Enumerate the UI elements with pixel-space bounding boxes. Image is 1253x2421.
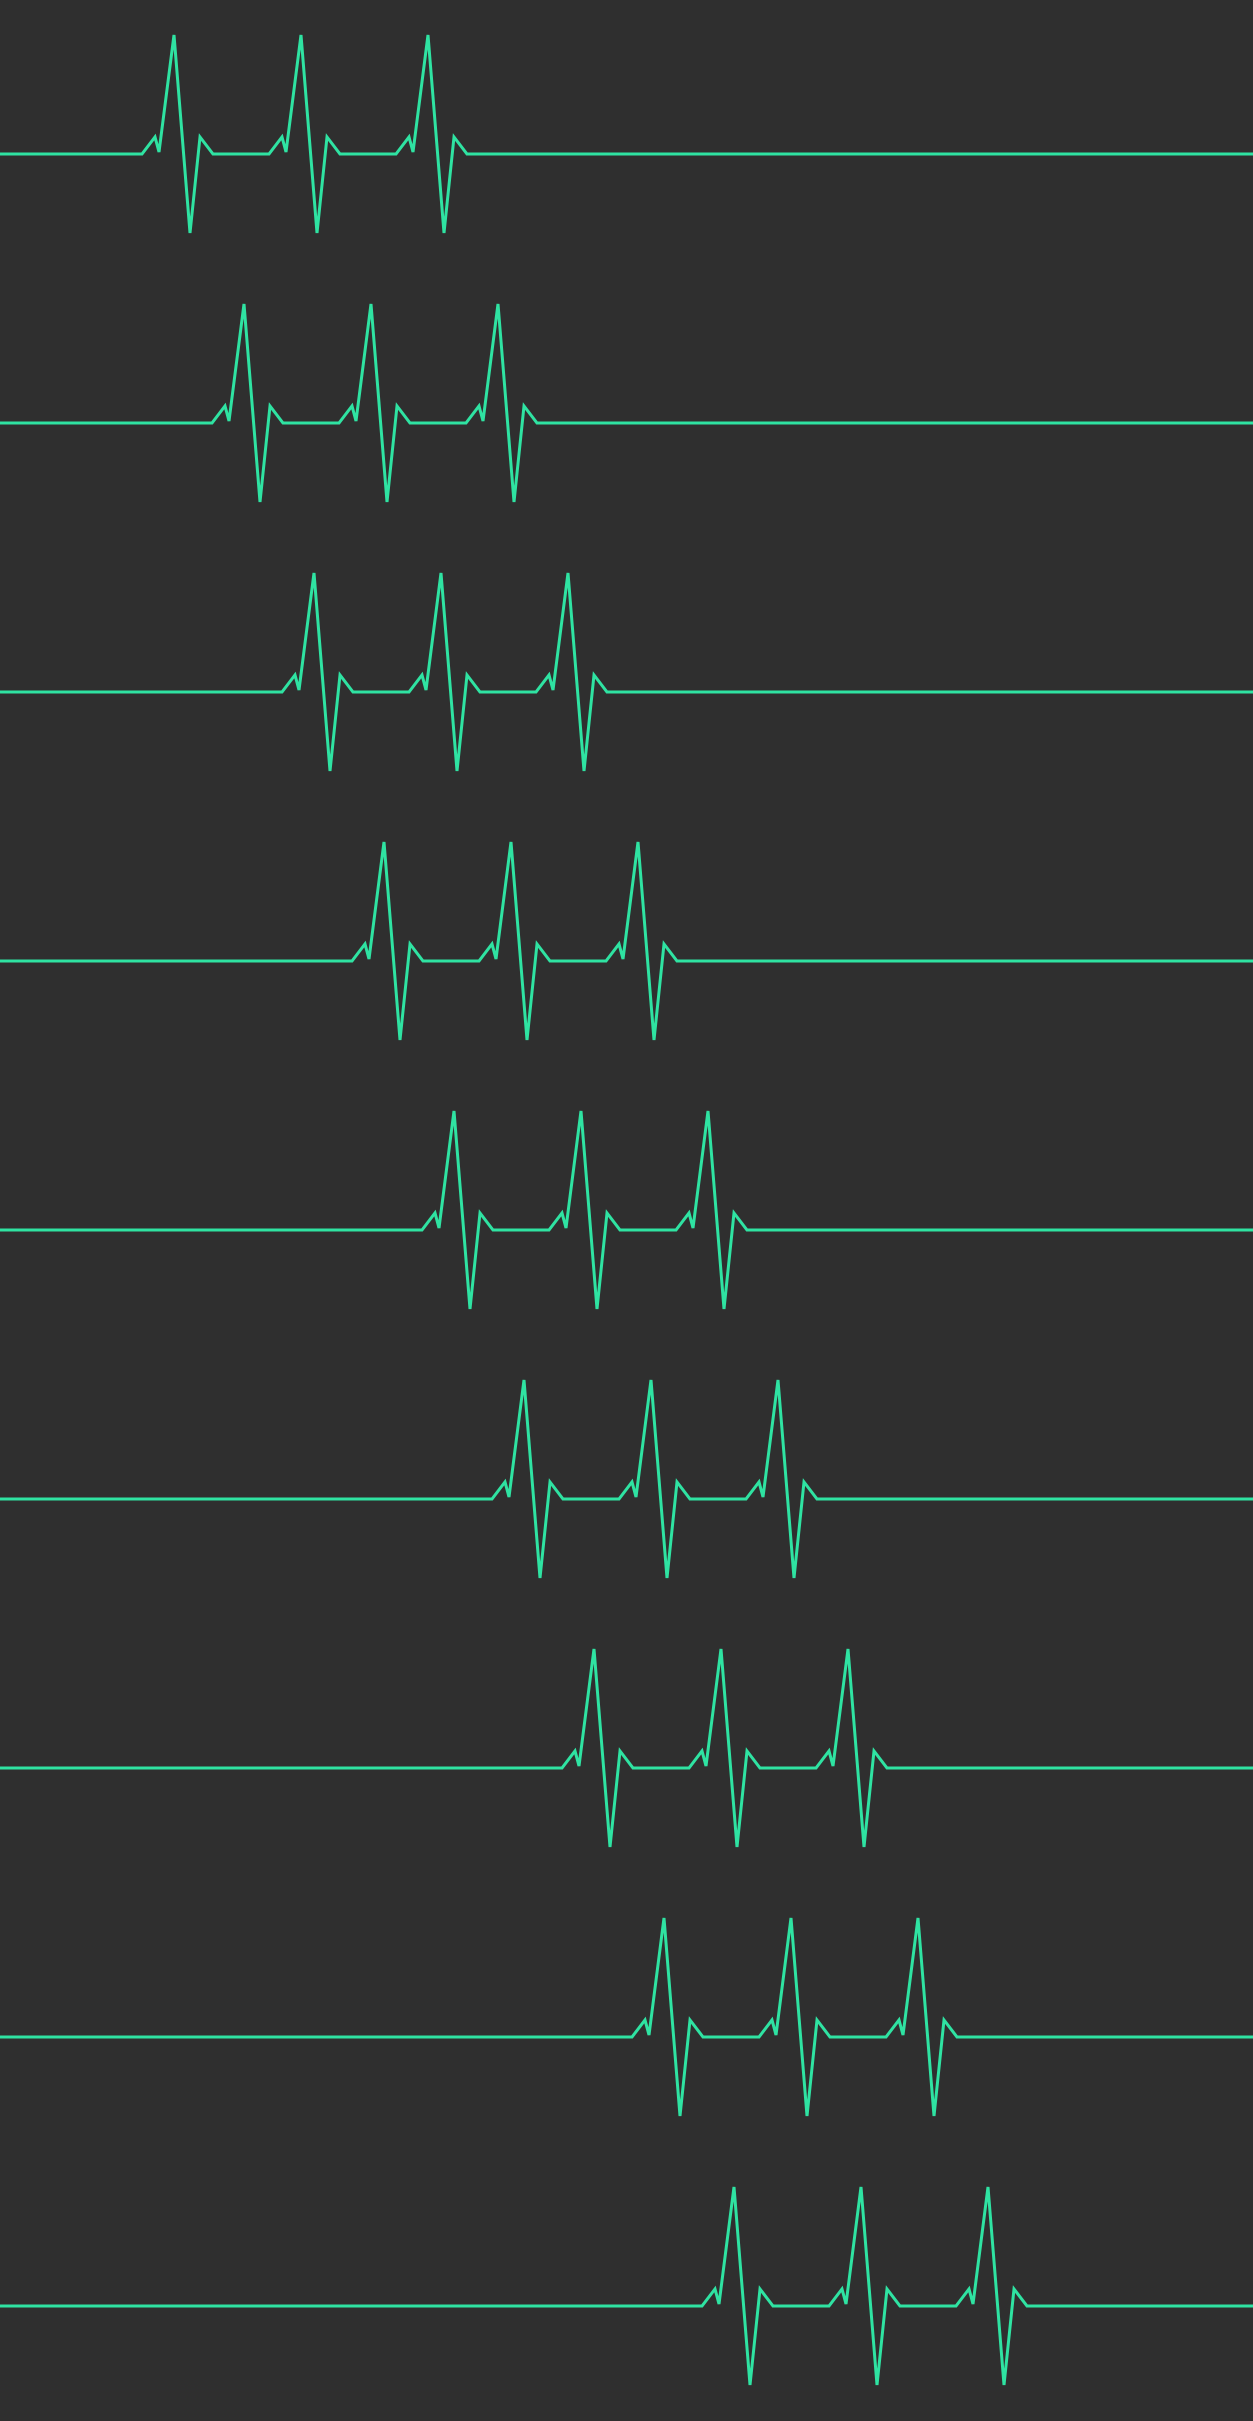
heartbeat-trace-5 — [0, 1110, 1253, 1310]
heartbeat-trace-2 — [0, 303, 1253, 503]
heartbeat-trace-6 — [0, 1379, 1253, 1579]
heartbeat-trace-7 — [0, 1648, 1253, 1848]
heartbeat-trace-3 — [0, 572, 1253, 772]
heartbeat-trace-8 — [0, 1917, 1253, 2117]
heartbeat-trace-4 — [0, 841, 1253, 1041]
heartbeat-trace-9 — [0, 2186, 1253, 2386]
heartbeat-trace-1 — [0, 34, 1253, 234]
